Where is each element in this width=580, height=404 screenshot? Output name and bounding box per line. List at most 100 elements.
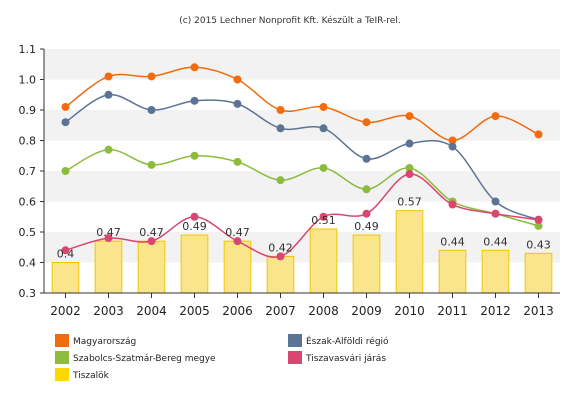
point-series-0 (405, 112, 414, 121)
legend-item: Szabolcs-Szatmár-Bereg megye (55, 351, 216, 364)
bar-value-label: 0.49 (182, 220, 207, 233)
bar-value-label: 0.57 (397, 196, 422, 209)
y-tick-label: 1.0 (19, 74, 37, 87)
point-series-3 (405, 170, 414, 179)
bar-tiszalok (94, 240, 123, 294)
y-tick-label: 0.4 (19, 257, 37, 270)
point-series-2 (61, 167, 70, 175)
point-series-2 (147, 160, 156, 169)
x-tick-label: 2012 (480, 304, 511, 318)
point-series-2 (190, 151, 199, 160)
legend-item: Tiszalök (55, 368, 110, 381)
y-tick-label: 1.1 (19, 43, 37, 56)
bar-value-label: 0.47 (225, 226, 250, 239)
point-series-2 (233, 157, 242, 166)
point-series-3 (491, 209, 500, 218)
point-series-1 (362, 154, 371, 163)
grid-band (44, 140, 560, 171)
grid-band (44, 171, 560, 202)
point-series-1 (147, 106, 156, 114)
legend-swatch (288, 351, 302, 364)
point-series-0 (147, 72, 156, 81)
point-series-2 (405, 163, 414, 172)
legend-label: Magyarország (73, 337, 136, 347)
bar-value-label: 0.4 (57, 248, 75, 261)
x-tick-label: 2004 (136, 304, 167, 318)
legend-swatch (55, 368, 69, 381)
bar-value-label: 0.44 (483, 235, 508, 248)
legend-label: Tiszavasvári járás (305, 354, 386, 364)
point-series-1 (448, 142, 457, 151)
point-series-0 (276, 106, 285, 114)
point-series-3 (448, 200, 457, 209)
x-tick-label: 2013 (523, 304, 554, 318)
legend-item: Magyarország (55, 334, 136, 347)
x-tick-label: 2003 (93, 304, 124, 318)
legend-swatch (55, 334, 69, 347)
y-tick-label: 0.3 (19, 287, 37, 300)
bar-tiszalok (309, 228, 338, 294)
y-tick-label: 0.5 (19, 226, 37, 239)
point-series-1 (104, 90, 113, 99)
bar-tiszalok (524, 252, 553, 294)
bar-value-label: 0.47 (139, 226, 164, 239)
point-series-3 (319, 212, 328, 221)
grid-band (44, 262, 560, 293)
point-series-3 (61, 246, 70, 255)
point-series-0 (61, 102, 70, 111)
bar-tiszalok (395, 210, 424, 294)
bar-value-label: 0.42 (268, 241, 293, 254)
bar-value-label: 0.44 (440, 235, 465, 248)
x-tick-label: 2002 (50, 304, 81, 318)
x-tick-label: 2009 (351, 304, 382, 318)
bar-tiszalok (180, 234, 209, 294)
x-tick-label: 2007 (265, 304, 296, 318)
bar-tiszalok (352, 234, 381, 294)
point-series-1 (190, 96, 199, 105)
bar-tiszalok (137, 240, 166, 294)
point-series-3 (233, 237, 242, 246)
point-series-3 (534, 215, 543, 224)
point-series-1 (233, 99, 242, 108)
grid-band (44, 201, 560, 232)
bar-tiszalok (438, 249, 467, 294)
legend-item: Tiszavasvári járás (288, 351, 386, 364)
point-series-1 (491, 197, 500, 206)
y-tick-label: 0.8 (19, 135, 37, 148)
point-series-1 (405, 139, 414, 148)
point-series-0 (362, 118, 371, 127)
legend-label: Szabolcs-Szatmár-Bereg megye (73, 354, 216, 364)
point-series-3 (190, 212, 199, 221)
x-tick-label: 2008 (308, 304, 339, 318)
grid-band (44, 79, 560, 110)
x-tick-label: 2005 (179, 304, 210, 318)
point-series-0 (233, 75, 242, 84)
chart-credit: (c) 2015 Lechner Nonprofit Kft. Készült … (179, 15, 400, 26)
legend-swatch (55, 351, 69, 364)
bar-value-label: 0.43 (526, 238, 551, 251)
point-series-0 (104, 72, 113, 81)
point-series-2 (276, 176, 285, 185)
legend-label: Észak-Alföldi régió (306, 335, 389, 347)
bar-tiszalok (51, 262, 80, 294)
point-series-0 (491, 112, 500, 121)
point-series-3 (362, 209, 371, 218)
y-tick-label: 0.6 (19, 196, 37, 209)
point-series-2 (104, 145, 113, 154)
point-series-0 (190, 63, 199, 72)
point-series-3 (104, 234, 113, 243)
legend-swatch (288, 334, 302, 347)
y-tick-label: 0.9 (19, 104, 37, 117)
point-series-3 (147, 237, 156, 246)
point-series-1 (319, 124, 328, 133)
point-series-3 (276, 252, 285, 261)
x-tick-label: 2006 (222, 304, 253, 318)
point-series-1 (276, 124, 285, 133)
bar-value-label: 0.49 (354, 220, 379, 233)
legend-label: Tiszalök (72, 371, 110, 381)
point-series-2 (362, 185, 371, 194)
point-series-2 (534, 221, 543, 230)
point-series-2 (319, 163, 328, 172)
